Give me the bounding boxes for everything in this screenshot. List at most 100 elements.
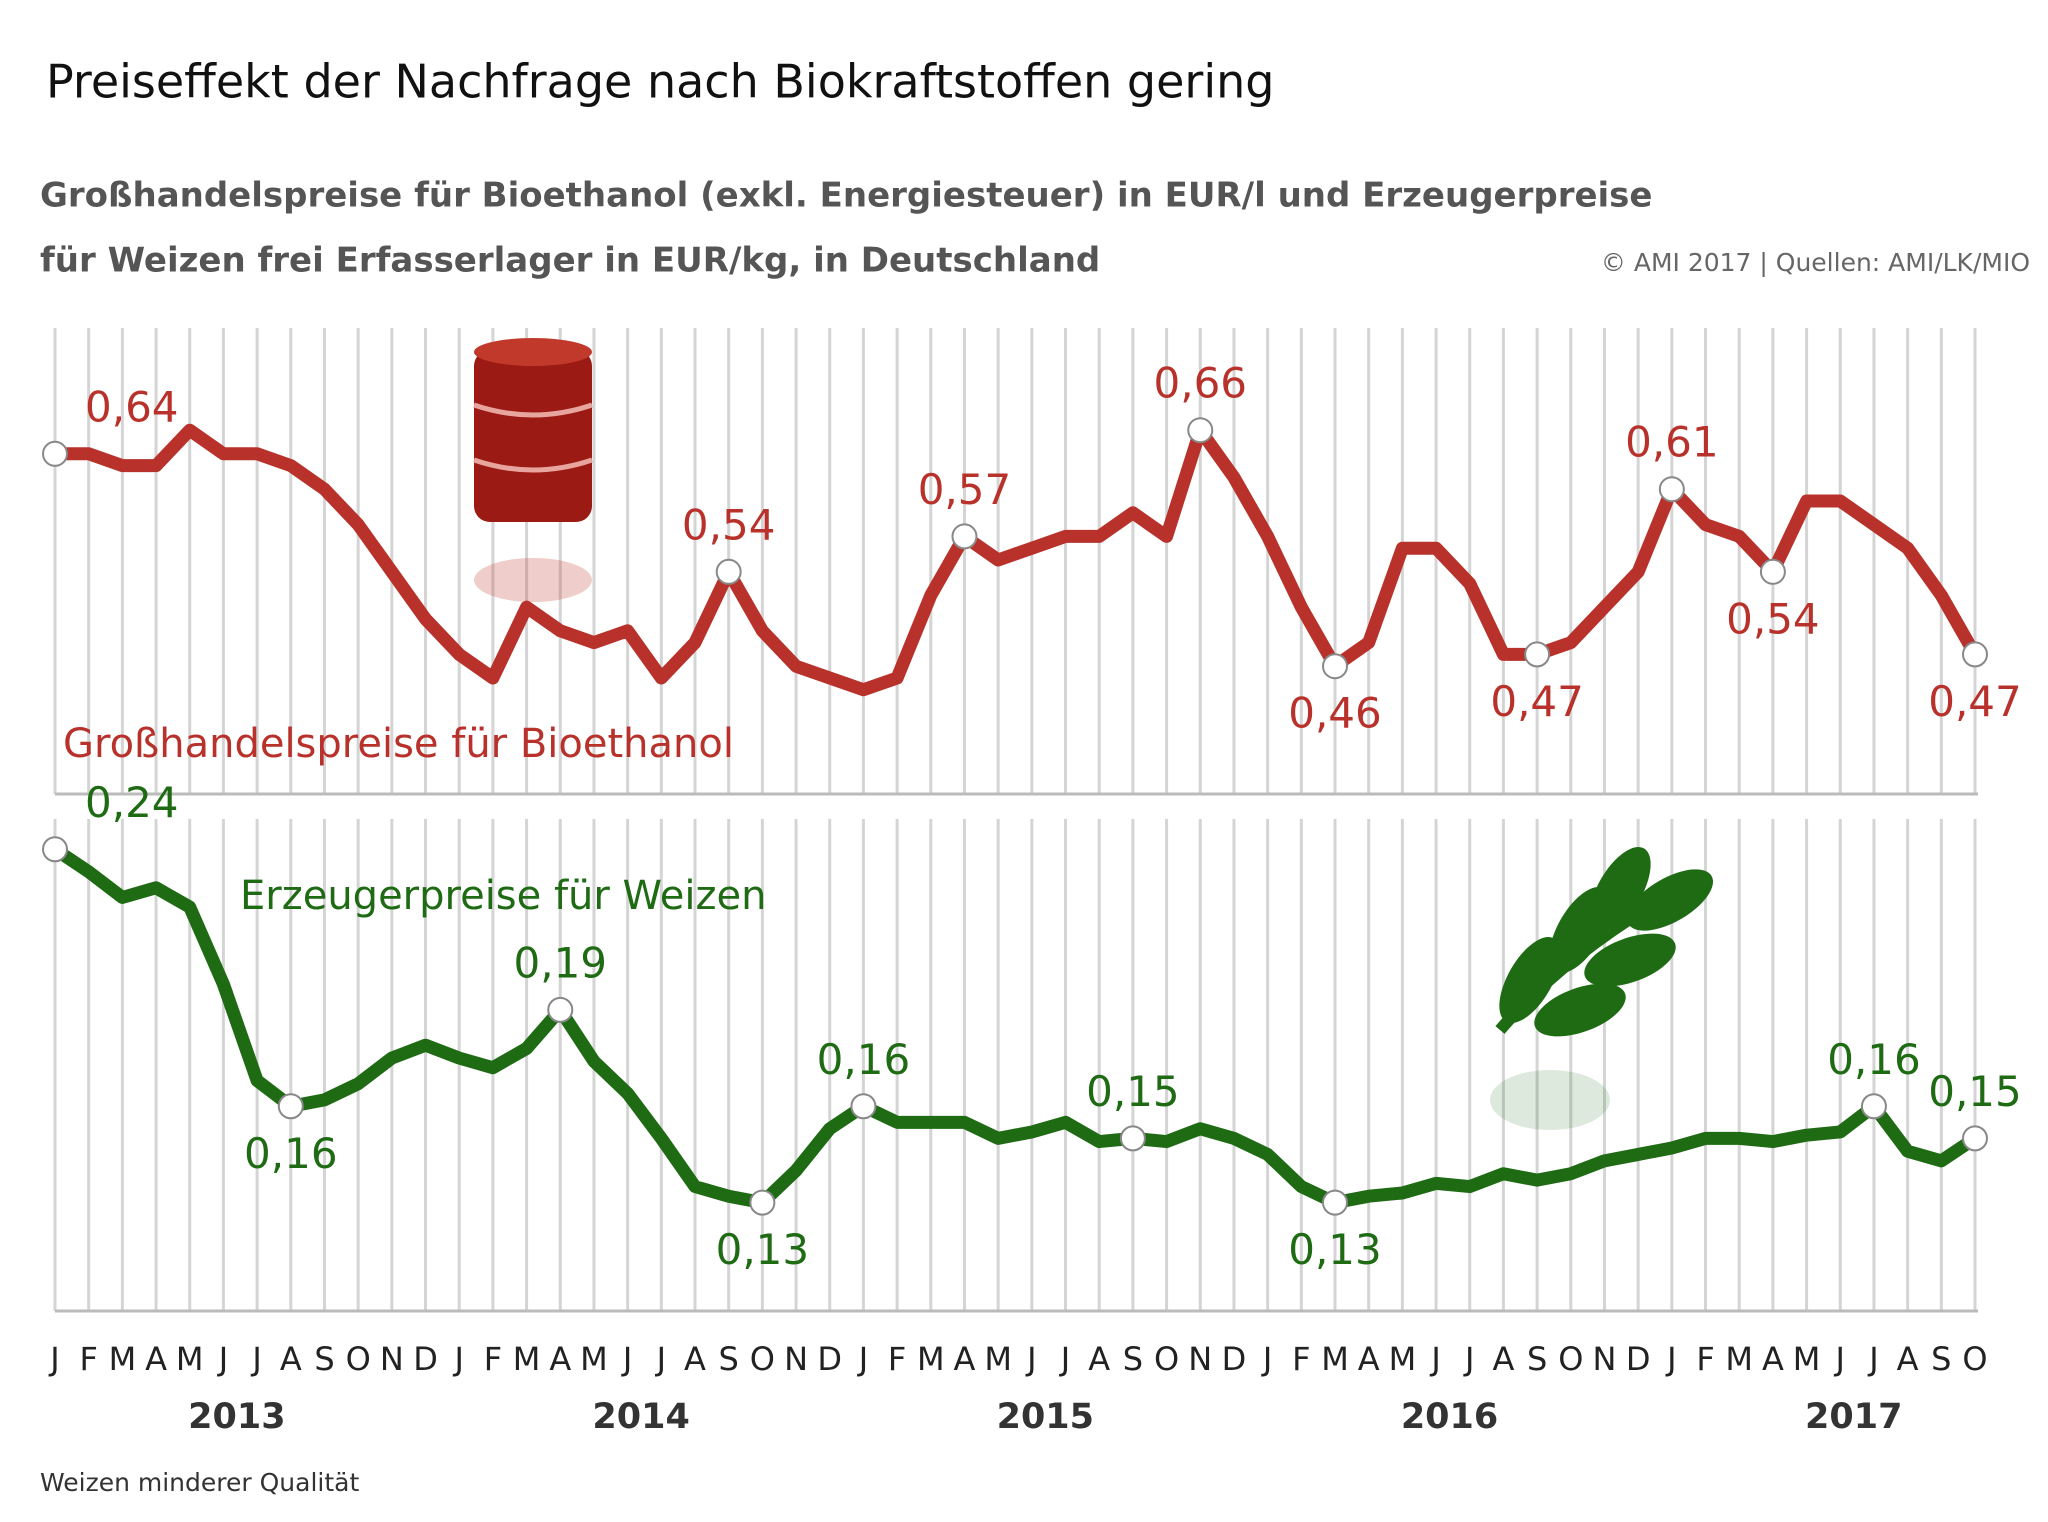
- point-marker: [42, 836, 68, 863]
- x-tick-label: J: [1261, 1340, 1272, 1378]
- x-tick-label: M: [917, 1340, 945, 1378]
- title: Preiseffekt der Nachfrage nach Biokrafts…: [46, 55, 1274, 109]
- x-tick-label: F: [1696, 1340, 1714, 1378]
- x-tick-label: M: [1321, 1340, 1349, 1378]
- series-label: Großhandelspreise für Bioethanol: [63, 721, 734, 767]
- x-tick-label: A: [549, 1340, 571, 1378]
- x-tick-label: F: [79, 1340, 97, 1378]
- x-tick-label: D: [413, 1340, 438, 1378]
- data-label: 0,61: [1625, 418, 1719, 467]
- data-label: 0,47: [1490, 677, 1584, 726]
- line: [48, 423, 1982, 697]
- x-tick-label: A: [1088, 1340, 1110, 1378]
- point-marker: [1962, 1125, 1988, 1152]
- point-marker: [1187, 417, 1214, 444]
- x-tick-label: A: [954, 1340, 976, 1378]
- data-label: 0,64: [85, 382, 179, 431]
- point-marker: [1322, 1189, 1348, 1216]
- x-tick-label: D: [817, 1340, 842, 1378]
- x-tick-label: O: [1962, 1340, 1987, 1378]
- point-marker: [850, 1093, 877, 1120]
- x-tick-label: O: [346, 1340, 371, 1378]
- x-tick-label: A: [1762, 1340, 1784, 1378]
- x-tick-label: A: [684, 1340, 706, 1378]
- line: [48, 842, 1982, 1210]
- x-tick-label: S: [1123, 1340, 1143, 1378]
- x-tick-label: O: [750, 1340, 775, 1378]
- x-tick-label: J: [1429, 1340, 1440, 1378]
- x-tick-label: A: [1492, 1340, 1514, 1378]
- x-tick-label: N: [1593, 1340, 1617, 1378]
- x-tick-label: M: [176, 1340, 204, 1378]
- point-marker: [1119, 1125, 1146, 1152]
- data-label: 0,57: [918, 465, 1012, 514]
- x-tick-label: J: [250, 1340, 261, 1378]
- x-tick-label: F: [484, 1340, 502, 1378]
- data-label: 0,16: [1827, 1035, 1921, 1084]
- x-tick-label: D: [1626, 1340, 1651, 1378]
- x-tick-label: F: [888, 1340, 906, 1378]
- x-tick-label: J: [1463, 1340, 1474, 1378]
- point-marker: [1962, 641, 1988, 668]
- x-tick-label: M: [984, 1340, 1012, 1378]
- point-marker: [715, 558, 742, 585]
- point-marker: [1524, 641, 1551, 668]
- x-tick-label: D: [1222, 1340, 1247, 1378]
- x-tick-label: J: [857, 1340, 868, 1378]
- x-tick-label: J: [621, 1340, 632, 1378]
- subtitle: für Weizen frei Erfasserlager in EUR/kg,…: [40, 241, 1100, 281]
- x-group-label: 2013: [188, 1397, 285, 1437]
- x-tick-label: M: [1389, 1340, 1417, 1378]
- data-label: 0,54: [682, 500, 776, 549]
- data-label: 0,47: [1928, 677, 2022, 726]
- x-tick-label: S: [719, 1340, 739, 1378]
- source: © AMI 2017 | Quellen: AMI/LK/MIO: [1601, 248, 2030, 277]
- x-group-label: 2017: [1805, 1397, 1902, 1437]
- x-tick-label: F: [1292, 1340, 1310, 1378]
- point-marker: [547, 996, 574, 1023]
- data-label: 0,54: [1726, 594, 1820, 643]
- data-label: 0,13: [1288, 1225, 1382, 1274]
- x-tick-label: J: [452, 1340, 463, 1378]
- x-tick-label: J: [1059, 1340, 1070, 1378]
- data-label: 0,19: [514, 938, 608, 987]
- point-marker: [277, 1093, 304, 1120]
- data-label: 0,15: [1928, 1067, 2022, 1116]
- x-tick-label: N: [380, 1340, 404, 1378]
- data-label: 0,13: [716, 1225, 810, 1274]
- point-marker: [1658, 476, 1685, 503]
- x-group-label: 2015: [997, 1397, 1094, 1437]
- x-tick-label: M: [513, 1340, 541, 1378]
- x-group-label: 2014: [592, 1397, 689, 1437]
- data-label: 0,66: [1154, 359, 1248, 408]
- x-tick-label: O: [1558, 1340, 1583, 1378]
- series-label: Erzeugerpreise für Weizen: [240, 873, 766, 919]
- point-marker: [1322, 653, 1348, 680]
- barrel-icon: [473, 338, 593, 602]
- data-label: 0,46: [1288, 689, 1382, 738]
- point-marker: [42, 440, 68, 467]
- x-tick-label: A: [280, 1340, 302, 1378]
- point-marker: [951, 523, 978, 550]
- x-tick-label: J: [1867, 1340, 1878, 1378]
- subtitle: Großhandelspreise für Bioethanol (exkl. …: [40, 176, 1652, 216]
- x-group-label: 2016: [1401, 1397, 1498, 1437]
- data-label: 0,16: [817, 1035, 911, 1084]
- data-label: 0,15: [1086, 1067, 1180, 1116]
- x-tick-label: J: [48, 1340, 59, 1378]
- x-tick-label: S: [1931, 1340, 1951, 1378]
- point-marker: [1759, 558, 1786, 585]
- x-tick-label: J: [1025, 1340, 1036, 1378]
- x-tick-label: J: [217, 1340, 228, 1378]
- x-tick-label: M: [1725, 1340, 1753, 1378]
- x-tick-label: A: [1358, 1340, 1380, 1378]
- data-label: 0,24: [85, 778, 179, 827]
- x-tick-label: M: [580, 1340, 608, 1378]
- x-tick-label: J: [1834, 1340, 1845, 1378]
- x-tick-label: O: [1154, 1340, 1179, 1378]
- x-tick-label: M: [1793, 1340, 1821, 1378]
- data-label: 0,16: [244, 1129, 338, 1178]
- grid: [53, 328, 1977, 1311]
